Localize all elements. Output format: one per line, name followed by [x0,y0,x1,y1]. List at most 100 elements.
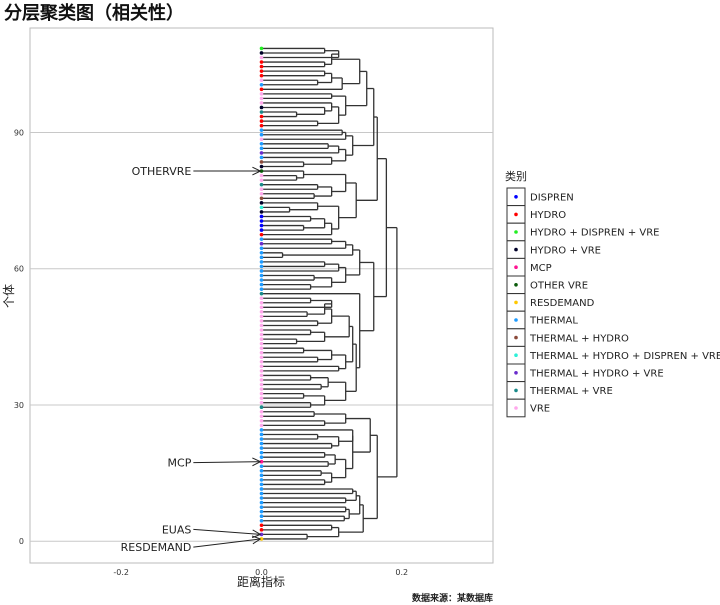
x-tick-label: 0.0 [255,568,268,577]
leaf-point [259,232,264,237]
leaf-point [259,455,264,459]
leaf-point [259,419,264,423]
leaf-point [259,500,264,505]
leaf-point [259,105,264,110]
leaf-point [259,310,264,314]
leaf-point [259,273,264,278]
y-tick-label: 60 [14,265,24,274]
legend-swatch [514,406,518,410]
leaf-point [259,478,264,482]
leaf-point [259,514,264,519]
legend-label: HYDRO + VRE [530,245,601,256]
leaf-point [259,182,264,187]
annotation-arrowhead [252,461,261,467]
legend-label: VRE [530,404,550,415]
annotation-arrowhead [251,535,261,540]
legend-label: HYDRO [530,210,566,221]
leaf-point [259,73,264,78]
leaf-point [259,151,264,155]
leaf-point [259,282,264,287]
leaf-point [259,291,264,296]
leaf-point [259,205,264,210]
annotation-arrowhead [251,533,261,539]
leaf-point [259,405,264,410]
legend-label: MCP [530,263,552,274]
leaf-point [259,523,264,528]
leaf-point [259,142,264,146]
y-tick-label: 90 [14,128,24,137]
leaf-point [259,214,264,219]
leaf-point [259,92,264,96]
legend-title: 类别 [505,169,527,183]
leaf-point [259,350,264,355]
leaf-point [259,532,264,537]
leaf-point [259,487,264,491]
leaf-point [259,409,264,414]
leaf-point [259,537,264,541]
x-axis-label: 距离指标 [237,574,285,589]
leaf-point [259,432,264,437]
annotation-arrowhead [252,166,261,172]
leaf-point [259,55,264,60]
leaf-point [259,228,264,232]
leaf-point [259,60,264,64]
annotation-arrowhead [252,170,261,176]
leaf-point [259,441,264,446]
leaf-point [259,450,264,455]
legend-label: RESDEMAND [530,298,595,309]
leaf-point [259,446,264,450]
leaf-point [259,355,264,360]
leaf-point [259,160,264,164]
leaf-point [259,278,264,282]
leaf-point [259,64,264,69]
leaf-point [259,101,264,105]
legend-label: OTHER VRE [530,281,588,292]
leaf-point [259,46,264,51]
leaf-point [259,128,264,132]
annotation-label: RESDEMAND [121,541,192,554]
legend: 类别 DISPREN HYDRO HYDRO + DISPREN + VRE HYDR… [505,169,720,418]
leaf-point [259,360,264,364]
leaf-point [259,414,264,419]
legend-label: THERMAL + HYDRO [529,333,629,344]
leaf-point [259,201,264,205]
leaf-point [259,346,264,350]
leaf-point [259,114,264,119]
leaf-point [259,146,264,151]
leaf-point [259,328,264,332]
leaf-point [259,219,264,223]
leaf-point [259,469,264,473]
leaf-point [259,260,264,264]
leaf-point [259,51,264,55]
leaf-point [259,69,264,73]
x-tick-label: -0.2 [113,568,129,577]
leaf-point [259,269,264,273]
leaf-point [259,423,264,428]
leaf-point [259,96,264,101]
leaf-point [259,378,264,382]
legend-swatch [514,247,518,252]
leaf-point [259,210,264,214]
leaf-point [259,464,264,469]
leaf-point [259,123,264,128]
leaf-point [259,155,264,160]
legend-swatch [514,300,518,305]
leaf-point [259,305,264,310]
annotation-label: EUAS [162,523,192,536]
legend-swatch [514,371,518,375]
leaf-point [259,505,264,509]
leaf-point [259,314,264,319]
leaf-point [259,341,264,346]
leaf-point [259,110,264,114]
leaf-point [259,287,264,291]
leaf-point [259,264,264,269]
y-axis-label: 个体 [2,284,16,308]
chart-title: 分层聚类图（相关性） [4,2,184,24]
chart-caption: 数据来源：某数据库 [412,592,493,604]
leaf-point [259,223,264,228]
leaf-point [259,391,264,396]
x-tick-label: 0.2 [395,568,408,577]
leaf-point [259,187,264,192]
leaf-point [259,496,264,500]
leaf-point [259,255,264,260]
